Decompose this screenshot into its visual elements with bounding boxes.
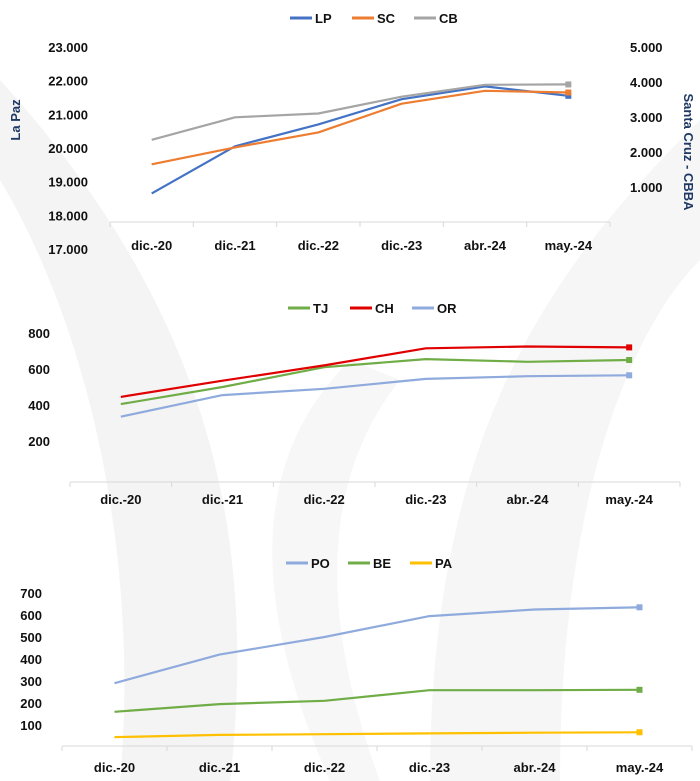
y-tick-label: 700: [20, 586, 42, 601]
series-line-sc: [151, 89, 569, 166]
data-point-lp: [565, 92, 572, 99]
y-right-tick-label: 2.000: [630, 145, 663, 160]
y-tick-label: 23.000: [48, 40, 88, 55]
y-tick-label: 400: [20, 652, 42, 667]
data-point-ch: [626, 344, 633, 351]
x-tick-label: dic.-21: [214, 238, 255, 253]
x-tick-label: abr.-24: [514, 760, 557, 775]
data-point-sc: [565, 89, 572, 96]
x-tick-label: dic.-22: [298, 238, 339, 253]
data-point-cb: [565, 81, 572, 88]
x-tick-label: dic.-21: [202, 492, 243, 507]
y-tick-label: 500: [20, 630, 42, 645]
x-tick-label: may.-24: [605, 492, 653, 507]
chart-tj-ch-or: dic.-20 dic.-21 dic.-22 dic.-23 abr.-24 may.-…: [0, 290, 700, 530]
y-tick-label: 20.000: [48, 141, 88, 156]
y-tick-label: 17.000: [48, 242, 88, 257]
series-line-pa: [114, 731, 640, 739]
x-tick-label: dic.-21: [199, 760, 240, 775]
data-point-pa: [636, 729, 643, 736]
data-point-po: [636, 604, 643, 611]
legend-label-pa: PA: [435, 556, 453, 571]
series-line-po: [114, 606, 640, 685]
legend-label-cb: CB: [439, 11, 458, 26]
y-right-tick-label: 5.000: [630, 40, 663, 55]
series-line-be: [114, 688, 640, 713]
legend-label-ch: CH: [375, 301, 394, 316]
y-tick-label: 200: [28, 434, 50, 449]
x-tick-label: dic.-20: [100, 492, 141, 507]
x-tick-label: dic.-23: [381, 238, 422, 253]
y-right-tick-label: 3.000: [630, 110, 663, 125]
legend-label-or: OR: [437, 301, 457, 316]
y-tick-label: 300: [20, 674, 42, 689]
chart-po-be-pa: dic.-20 dic.-21 dic.-22 dic.-23 abr.-24 may.-…: [0, 545, 700, 781]
series-line-lp: [151, 85, 569, 195]
legend-label-sc: SC: [377, 11, 396, 26]
series-line-cb: [151, 83, 569, 141]
y-axis-title-left: La Paz: [8, 99, 23, 141]
x-tick-label: may.-24: [545, 238, 593, 253]
y-tick-label: 400: [28, 398, 50, 413]
legend-label-be: BE: [373, 556, 391, 571]
y-right-tick-label: 1.000: [630, 180, 663, 195]
x-tick-label: dic.-22: [304, 492, 345, 507]
legend-label-lp: LP: [315, 11, 332, 26]
x-tick-label: abr.-24: [507, 492, 550, 507]
y-right-tick-label: 4.000: [630, 75, 663, 90]
y-tick-label: 21.000: [48, 107, 88, 122]
y-tick-label: 600: [20, 608, 42, 623]
x-tick-label: dic.-23: [405, 492, 446, 507]
y-tick-label: 800: [28, 326, 50, 341]
x-tick-label: dic.-20: [131, 238, 172, 253]
series-line-tj: [120, 357, 630, 406]
y-tick-label: 100: [20, 718, 42, 733]
data-point-or: [626, 372, 633, 379]
chart-1-svg: dic.-20 dic.-21 dic.-22 dic.-23 abr.-24 may.-…: [8, 11, 696, 257]
x-tick-label: may.-24: [616, 760, 664, 775]
data-point-tj: [626, 357, 633, 363]
y-tick-label: 18.000: [48, 208, 88, 223]
x-tick-label: dic.-20: [94, 760, 135, 775]
x-tick-label: dic.-22: [304, 760, 345, 775]
chart-la-paz-santa-cruz-cbba: dic.-20 dic.-21 dic.-22 dic.-23 abr.-24 may.-…: [0, 0, 700, 265]
y-tick-label: 22.000: [48, 74, 88, 89]
legend-label-tj: TJ: [313, 301, 328, 316]
chart-3-svg: dic.-20 dic.-21 dic.-22 dic.-23 abr.-24 may.-…: [20, 556, 693, 775]
y-tick-label: 200: [20, 696, 42, 711]
y-axis-title-right: Santa Cruz - CBBA: [681, 93, 696, 211]
x-tick-label: abr.-24: [464, 238, 507, 253]
y-tick-label: 600: [28, 362, 50, 377]
y-tick-label: 19.000: [48, 175, 88, 190]
legend-label-po: PO: [311, 556, 330, 571]
series-line-ch: [120, 345, 630, 398]
series-line-or: [120, 374, 630, 418]
data-point-be: [636, 686, 643, 693]
chart-2-svg: dic.-20 dic.-21 dic.-22 dic.-23 abr.-24 may.-…: [28, 301, 681, 507]
x-tick-label: dic.-23: [409, 760, 450, 775]
